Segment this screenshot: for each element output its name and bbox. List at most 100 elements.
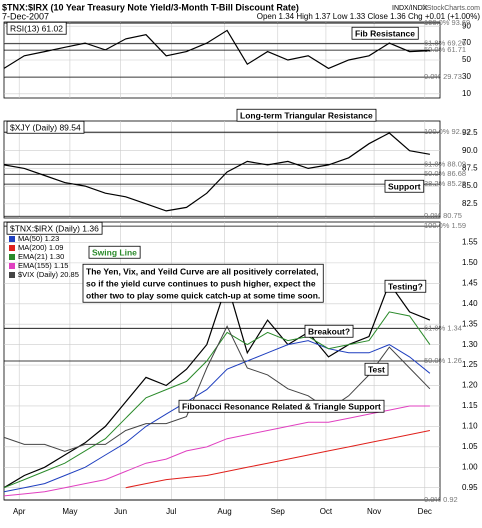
series-line	[3, 405, 430, 497]
exchange: INDX/INDX	[392, 5, 428, 12]
fib-label: 61.8% 88.09	[424, 159, 466, 168]
fib-label: 0.0% 29.73	[424, 72, 462, 81]
x-tick-label: Aug	[217, 507, 231, 516]
x-tick-label: Oct	[320, 507, 333, 516]
series-line	[3, 281, 431, 489]
chart-title: $TNX:$IRX (10 Year Treasury Note Yield/3…	[2, 2, 299, 12]
y-tick-label: 1.30	[462, 340, 478, 349]
y-tick-label: 1.00	[462, 462, 478, 471]
fib-label: 100.0% 92.62	[424, 127, 470, 136]
fib-value: 85.28	[447, 179, 466, 188]
annotation: other two to play some quick catch-up at…	[86, 290, 320, 300]
annotation: Swing Line	[92, 247, 137, 257]
fib-value: 61.71	[447, 45, 466, 54]
fib-value: 0.92	[443, 495, 458, 504]
x-tick-label: Apr	[13, 507, 26, 516]
annotation: Long-term Triangular Resistance	[240, 110, 373, 120]
y-tick-label: 70	[462, 38, 471, 47]
fib-value: 1.26	[447, 356, 462, 365]
legend-swatch	[9, 263, 15, 269]
annotation-box	[6, 221, 103, 235]
x-tick-label: Jun	[114, 507, 127, 516]
y-tick-label: 1.25	[462, 360, 478, 369]
y-tick-label: 90.0	[462, 146, 478, 155]
x-tick-label: Sep	[271, 507, 286, 516]
annotation-box	[6, 21, 67, 35]
source: ©StockCharts.com	[422, 4, 481, 12]
panel-title: RSI(13) 61.02	[10, 23, 63, 33]
fib-value: 29.73	[443, 72, 462, 81]
fib-pct: 61.8%	[424, 323, 446, 332]
y-tick-label: 1.15	[462, 401, 478, 410]
y-tick-label: 1.05	[462, 442, 478, 451]
annotation: Breakout?	[308, 326, 350, 336]
legend-label: EMA(21) 1.30	[18, 252, 64, 261]
fib-label: 50.0% 86.68	[424, 169, 466, 178]
y-tick-label: 1.45	[462, 278, 478, 287]
series-line	[3, 132, 431, 212]
fib-pct: 61.8%	[424, 159, 446, 168]
quote: Open 1.34 High 1.37 Low 1.33 Close 1.36 …	[257, 12, 481, 21]
y-tick-label: 90	[462, 21, 471, 30]
fib-pct: 0.0%	[424, 211, 441, 220]
fib-value: 86.68	[447, 169, 466, 178]
fib-label: 61.8% 69.26	[424, 39, 466, 48]
annotation-box	[304, 324, 354, 338]
fib-label: 0.0% 0.92	[424, 495, 458, 504]
y-tick-label: 1.20	[462, 381, 478, 390]
y-tick-label: 87.5	[462, 164, 478, 173]
fib-label: 0.0% 80.75	[424, 211, 462, 220]
fib-pct: 100.0%	[424, 18, 450, 27]
annotation: The Yen, Vix, and Yeild Curve are all po…	[86, 266, 318, 276]
date: 7-Dec-2007	[2, 11, 49, 21]
annotation-box	[384, 279, 427, 293]
annotation: Fibonacci Resonance Related & Triangle S…	[182, 401, 381, 411]
legend-label: $VIX (Daily) 20.85	[18, 270, 79, 279]
fib-value: 1.34	[447, 323, 462, 332]
annotation-box	[351, 26, 419, 40]
fib-pct: 100.0%	[424, 127, 450, 136]
fib-value: 80.75	[443, 211, 462, 220]
x-tick-label: Jul	[166, 507, 176, 516]
series-line	[125, 430, 430, 489]
legend-swatch	[9, 272, 15, 278]
y-tick-label: 1.10	[462, 422, 478, 431]
fib-label: 61.8% 1.34	[424, 323, 462, 332]
x-tick-label: May	[62, 507, 77, 516]
annotation-box	[178, 399, 385, 413]
y-tick-label: 10	[462, 89, 471, 98]
fib-pct: 38.2%	[424, 179, 446, 188]
fib-label: 100.0% 93.69	[424, 18, 470, 27]
fib-label: 100.0% 1.59	[424, 221, 466, 230]
y-tick-label: 0.95	[462, 483, 478, 492]
legend-swatch	[9, 254, 15, 260]
annotation: Fib Resistance	[355, 28, 415, 38]
fib-pct: 61.8%	[424, 39, 446, 48]
legend-label: MA(200) 1.09	[18, 243, 63, 252]
fib-value: 92.62	[451, 127, 470, 136]
y-tick-label: 85.0	[462, 181, 478, 190]
x-tick-label: Nov	[367, 507, 381, 516]
panel-title: $XJY (Daily) 89.54	[10, 122, 81, 132]
fib-pct: 100.0%	[424, 221, 450, 230]
fib-pct: 50.0%	[424, 169, 446, 178]
series-line	[3, 340, 431, 493]
fib-value: 88.09	[447, 159, 466, 168]
y-tick-label: 1.40	[462, 299, 478, 308]
legend-label: MA(50) 1.23	[18, 234, 59, 243]
annotation-box	[6, 120, 85, 134]
y-tick-label: 1.50	[462, 258, 478, 267]
annotation-box	[236, 108, 377, 122]
fib-value: 69.26	[447, 39, 466, 48]
note-box	[82, 263, 324, 303]
fib-pct: 0.0%	[424, 495, 441, 504]
series-line	[3, 325, 431, 452]
y-tick-label: 30	[462, 72, 471, 81]
annotation: so if the yield curve continues to push …	[86, 278, 316, 288]
annotation: Support	[388, 181, 421, 191]
annotation: Testing?	[388, 281, 423, 291]
annotation: Test	[368, 364, 385, 374]
fib-label: 38.2% 85.28	[424, 179, 466, 188]
fib-pct: 50.0%	[424, 45, 446, 54]
